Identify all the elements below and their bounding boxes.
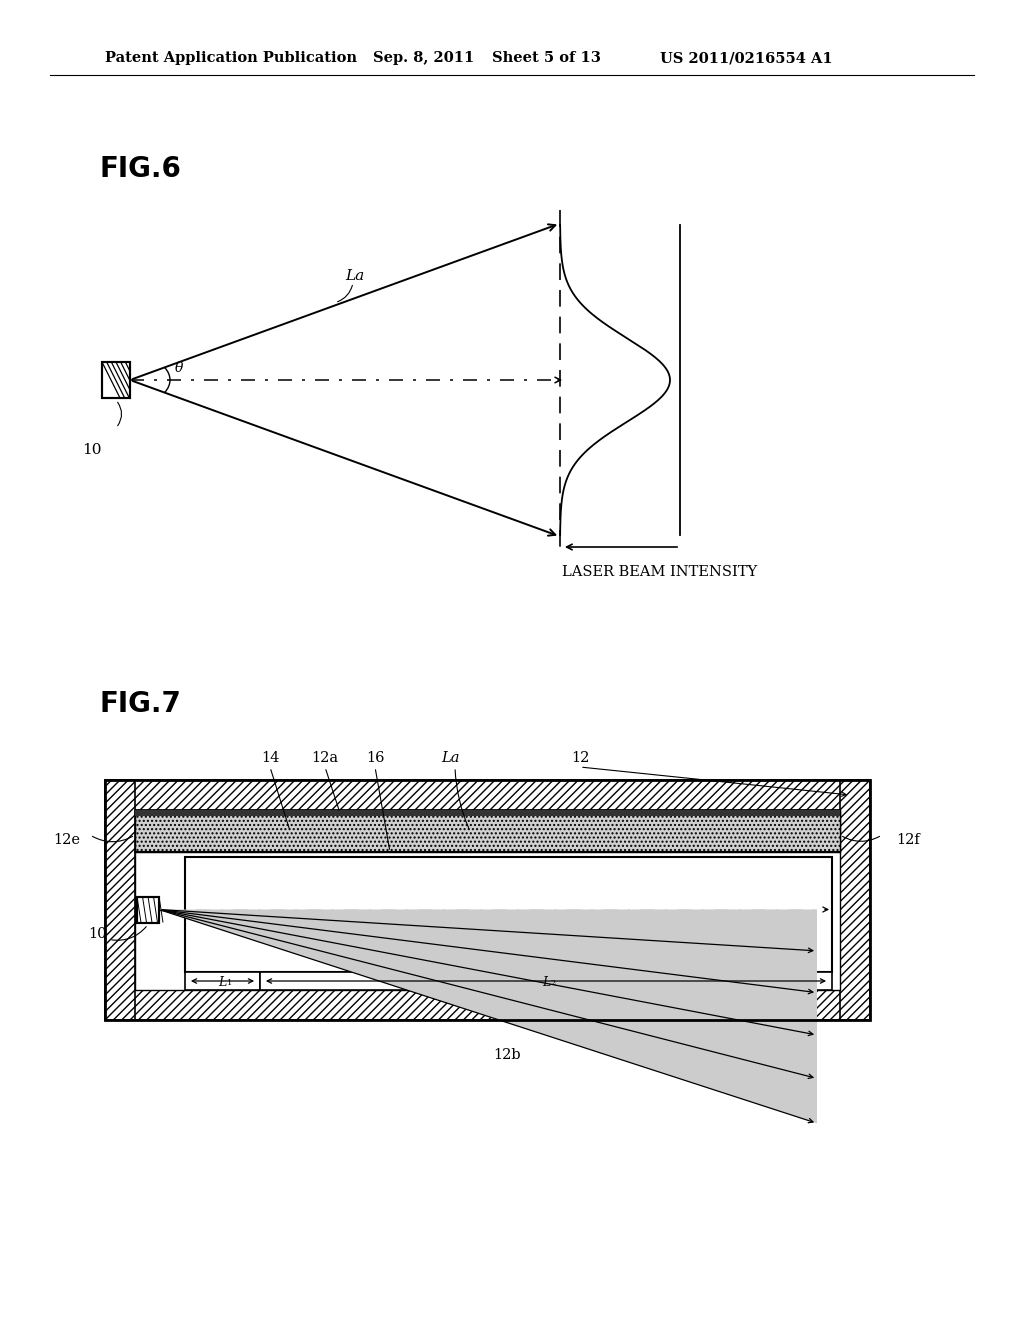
Text: US 2011/0216554 A1: US 2011/0216554 A1 bbox=[660, 51, 833, 65]
Bar bbox=[137, 896, 159, 923]
Text: 10: 10 bbox=[88, 927, 106, 940]
Bar bbox=[840, 780, 870, 1020]
Text: 12e: 12e bbox=[53, 833, 81, 847]
Text: 12b: 12b bbox=[494, 1048, 521, 1063]
Bar bbox=[840, 780, 870, 1020]
Bar bbox=[260, 972, 831, 990]
Text: L: L bbox=[218, 977, 226, 990]
Text: La: La bbox=[345, 269, 365, 282]
Text: 10: 10 bbox=[82, 444, 101, 457]
Bar bbox=[105, 990, 870, 1020]
Bar bbox=[105, 990, 870, 1020]
Bar bbox=[185, 972, 260, 990]
Text: 14: 14 bbox=[261, 751, 280, 766]
Bar bbox=[105, 780, 870, 810]
Text: 1: 1 bbox=[226, 979, 231, 987]
Bar bbox=[102, 362, 130, 399]
Bar bbox=[135, 810, 840, 851]
Bar bbox=[135, 810, 840, 816]
Text: 12: 12 bbox=[570, 751, 589, 766]
Bar bbox=[105, 780, 870, 810]
Bar bbox=[102, 362, 130, 399]
Text: FIG.7: FIG.7 bbox=[100, 690, 182, 718]
Text: La: La bbox=[440, 751, 459, 766]
Text: 12a: 12a bbox=[311, 751, 339, 766]
Bar bbox=[105, 780, 135, 1020]
Bar bbox=[105, 780, 135, 1020]
Text: L: L bbox=[542, 977, 550, 990]
Polygon shape bbox=[159, 909, 817, 1123]
Bar bbox=[135, 810, 840, 990]
Text: 2: 2 bbox=[550, 979, 555, 987]
Text: 12f: 12f bbox=[896, 833, 920, 847]
Bar bbox=[105, 780, 870, 1020]
Bar bbox=[137, 896, 159, 923]
Text: θ: θ bbox=[175, 360, 183, 375]
Text: Sep. 8, 2011: Sep. 8, 2011 bbox=[373, 51, 474, 65]
Text: LASER BEAM INTENSITY: LASER BEAM INTENSITY bbox=[562, 565, 758, 579]
Text: Patent Application Publication: Patent Application Publication bbox=[105, 51, 357, 65]
Text: FIG.6: FIG.6 bbox=[100, 154, 182, 183]
Text: 16: 16 bbox=[366, 751, 384, 766]
Bar bbox=[185, 857, 831, 972]
Text: Sheet 5 of 13: Sheet 5 of 13 bbox=[492, 51, 601, 65]
